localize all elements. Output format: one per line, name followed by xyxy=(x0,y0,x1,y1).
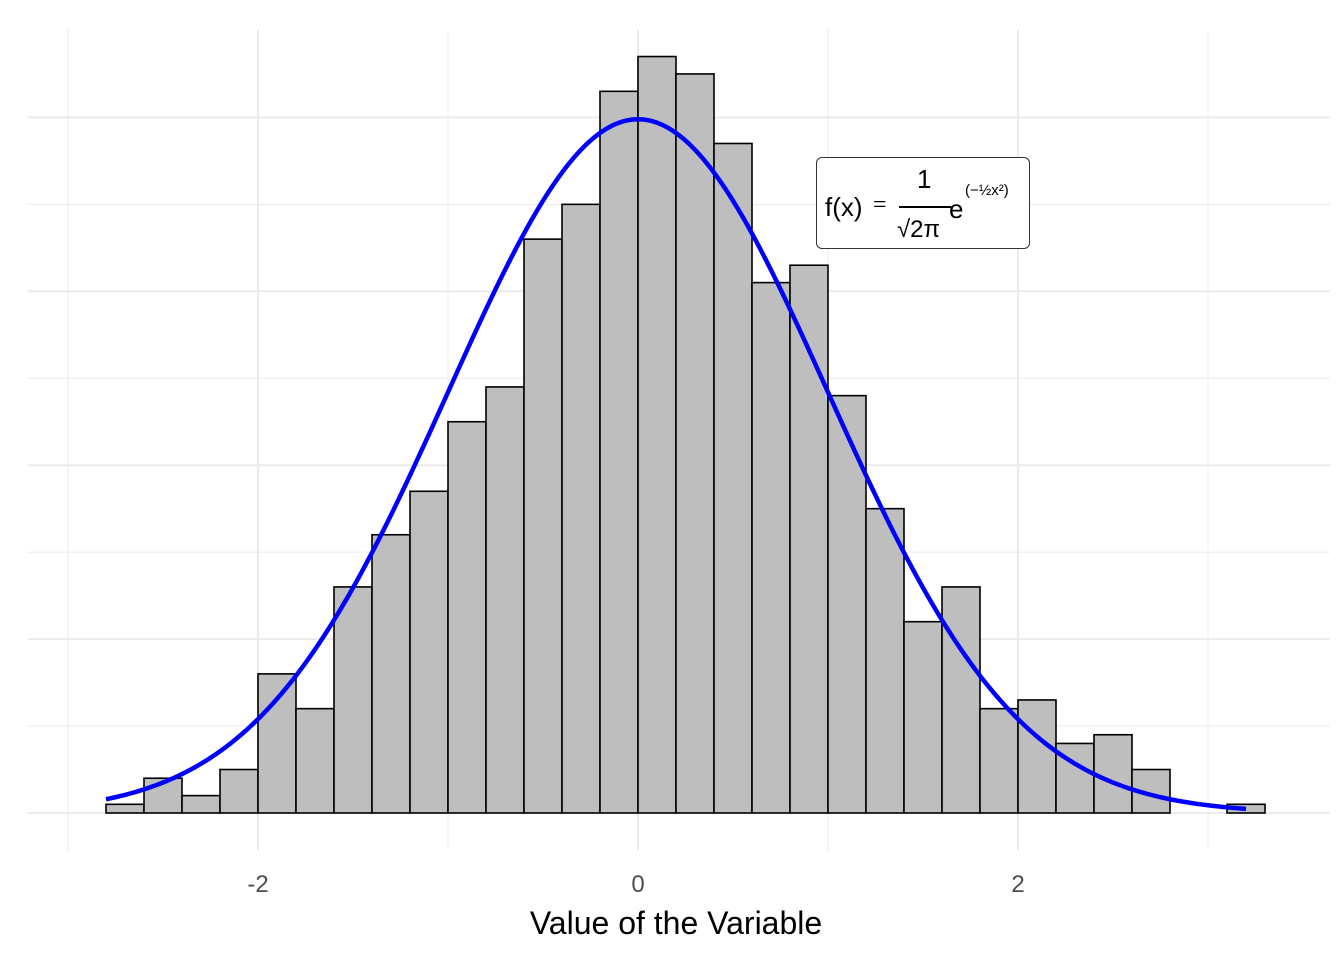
histogram-bar xyxy=(637,55,677,814)
histogram-bar xyxy=(599,90,639,814)
formula-exponent: (−½x²) xyxy=(965,182,1009,199)
formula-annotation: f(x) = 1 √2π e (−½x²) xyxy=(816,157,1030,249)
histogram-bar xyxy=(295,707,335,814)
x-tick-label: 0 xyxy=(631,871,644,898)
x-tick-label: -2 xyxy=(247,871,268,898)
histogram-bar xyxy=(789,264,829,814)
histogram-bar xyxy=(941,586,981,814)
histogram-bar xyxy=(105,803,145,814)
histogram-bar xyxy=(979,707,1019,814)
histogram-bar xyxy=(257,673,297,814)
histogram-bar xyxy=(409,490,449,814)
formula-numerator: 1 xyxy=(917,164,932,194)
histogram-bar xyxy=(219,768,259,814)
histogram-bar xyxy=(561,203,601,814)
histogram-bar xyxy=(713,142,753,814)
histogram-bar xyxy=(865,507,905,814)
density-curve xyxy=(105,116,1247,812)
formula-fx: f(x) xyxy=(825,192,863,222)
histogram-bar xyxy=(675,73,715,814)
formula-fraction-bar xyxy=(899,206,951,208)
histogram-bar xyxy=(447,420,487,814)
formula-equals: = xyxy=(873,192,887,218)
x-axis-title: Value of the Variable xyxy=(530,905,822,941)
formula-e: e xyxy=(949,194,964,224)
histogram-bar xyxy=(485,386,525,814)
histogram-bar xyxy=(181,794,221,814)
histogram-bar xyxy=(143,777,183,814)
histogram-bar xyxy=(333,586,373,814)
histogram-bar xyxy=(1017,699,1057,814)
histogram-bar xyxy=(371,533,411,814)
formula-denominator: √2π xyxy=(897,216,941,243)
x-tick-label: 2 xyxy=(1011,871,1024,898)
histogram-bar xyxy=(903,620,943,814)
histogram-bar xyxy=(751,281,791,814)
histogram-bar xyxy=(523,238,563,814)
histogram-bar xyxy=(1093,733,1133,814)
